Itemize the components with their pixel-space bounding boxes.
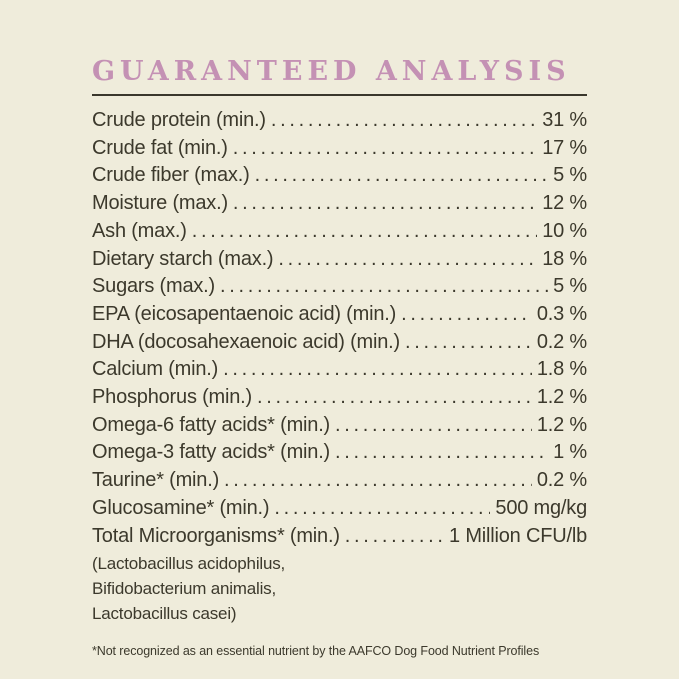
nutrient-label: Omega-3 fatty acids* (min.) — [92, 441, 331, 464]
table-row: Taurine* (min.) 0.2 % — [92, 467, 587, 495]
analysis-table: Crude protein (min.) 31 % Crude fat (min… — [92, 107, 587, 626]
dot-leader — [274, 495, 490, 523]
nutrient-value: 1.2 % — [536, 413, 587, 436]
nutrient-value: 500 mg/kg — [495, 496, 587, 519]
nutrient-label: Calcium (min.) — [92, 358, 219, 381]
nutrient-value: 12 % — [542, 192, 587, 215]
table-row: DHA (docosahexaenoic acid) (min.) 0.2 % — [92, 329, 587, 357]
nutrient-value: 0.2 % — [536, 330, 587, 353]
dot-leader — [271, 107, 537, 135]
table-row: EPA (eicosapentaenoic acid) (min.) 0.3 % — [92, 301, 587, 329]
table-row: Crude fat (min.) 17 % — [92, 135, 587, 163]
nutrient-label: Crude protein (min.) — [92, 109, 266, 131]
dot-leader — [257, 384, 532, 412]
dot-leader — [192, 218, 538, 246]
table-row: Crude protein (min.) 31 % — [92, 107, 587, 135]
nutrient-value: 1.8 % — [536, 358, 587, 381]
nutrient-label: Omega-6 fatty acids* (min.) — [92, 413, 331, 436]
microorganisms-note: (Lactobacillus acidophilus, Bifidobacter… — [92, 554, 286, 624]
table-row: Omega-3 fatty acids* (min.) 1 % — [92, 439, 587, 467]
table-row: Omega-6 fatty acids* (min.) 1.2 % — [92, 412, 587, 440]
table-row: Crude fiber (max.) 5 % — [92, 162, 587, 190]
dot-leader — [220, 273, 548, 301]
nutrient-label: EPA (eicosapentaenoic acid) (min.) — [92, 302, 397, 325]
table-row: Glucosamine* (min.) 500 mg/kg — [92, 495, 587, 523]
nutrient-value: 5 % — [553, 164, 587, 187]
nutrient-value: 17 % — [542, 136, 587, 159]
dot-leader — [223, 356, 532, 384]
nutrient-value: 31 % — [542, 109, 587, 131]
table-row: Phosphorus (min.) 1.2 % — [92, 384, 587, 412]
nutrient-value: 1 % — [553, 441, 587, 464]
nutrient-label: Total Microorganisms* (min.) — [92, 524, 340, 547]
title-divider — [92, 94, 587, 96]
nutrient-value: 18 % — [542, 247, 587, 270]
nutrient-label: Taurine* (min.) — [92, 469, 220, 492]
table-row: Dietary starch (max.) 18 % — [92, 246, 587, 274]
dot-leader — [233, 135, 537, 163]
nutrient-label: Sugars (max.) — [92, 275, 215, 298]
table-row: Calcium (min.) 1.8 % — [92, 356, 587, 384]
nutrient-label: Dietary starch (max.) — [92, 247, 274, 270]
table-row: Sugars (max.) 5 % — [92, 273, 587, 301]
table-row: Moisture (max.) 12 % — [92, 190, 587, 218]
dot-leader — [335, 412, 532, 440]
page-title: GUARANTEED ANALYSIS — [92, 56, 571, 87]
nutrient-label: Phosphorus (min.) — [92, 386, 252, 409]
nutrient-label: Crude fat (min.) — [92, 136, 228, 159]
nutrient-value: 1 Million CFU/lb — [449, 524, 587, 547]
nutrient-value: 0.2 % — [536, 469, 587, 492]
dot-leader — [233, 190, 537, 218]
aafco-footnote: *Not recognized as an essential nutrient… — [92, 644, 540, 658]
dot-leader — [278, 246, 537, 274]
table-row: Total Microorganisms* (min.) 1 Million C… — [92, 523, 587, 551]
nutrient-value: 5 % — [553, 275, 587, 298]
nutrient-label: Crude fiber (max.) — [92, 164, 250, 187]
dot-leader — [345, 523, 444, 551]
nutrient-label: Ash (max.) — [92, 219, 187, 242]
panel-content: GUARANTEED ANALYSIS Crude protein (min.)… — [92, 56, 587, 626]
table-row: Ash (max.) 10 % — [92, 218, 587, 246]
dot-leader — [255, 162, 549, 190]
nutrient-label: Moisture (max.) — [92, 192, 228, 215]
nutrient-value: 10 % — [542, 219, 587, 242]
nutrient-value: 0.3 % — [536, 302, 587, 325]
nutrient-value: 1.2 % — [536, 386, 587, 409]
dot-leader — [335, 439, 548, 467]
nutrient-label: Glucosamine* (min.) — [92, 496, 270, 519]
dot-leader — [224, 467, 532, 495]
dot-leader — [405, 329, 532, 357]
dot-leader — [401, 301, 532, 329]
nutrient-label: DHA (docosahexaenoic acid) (min.) — [92, 330, 400, 353]
